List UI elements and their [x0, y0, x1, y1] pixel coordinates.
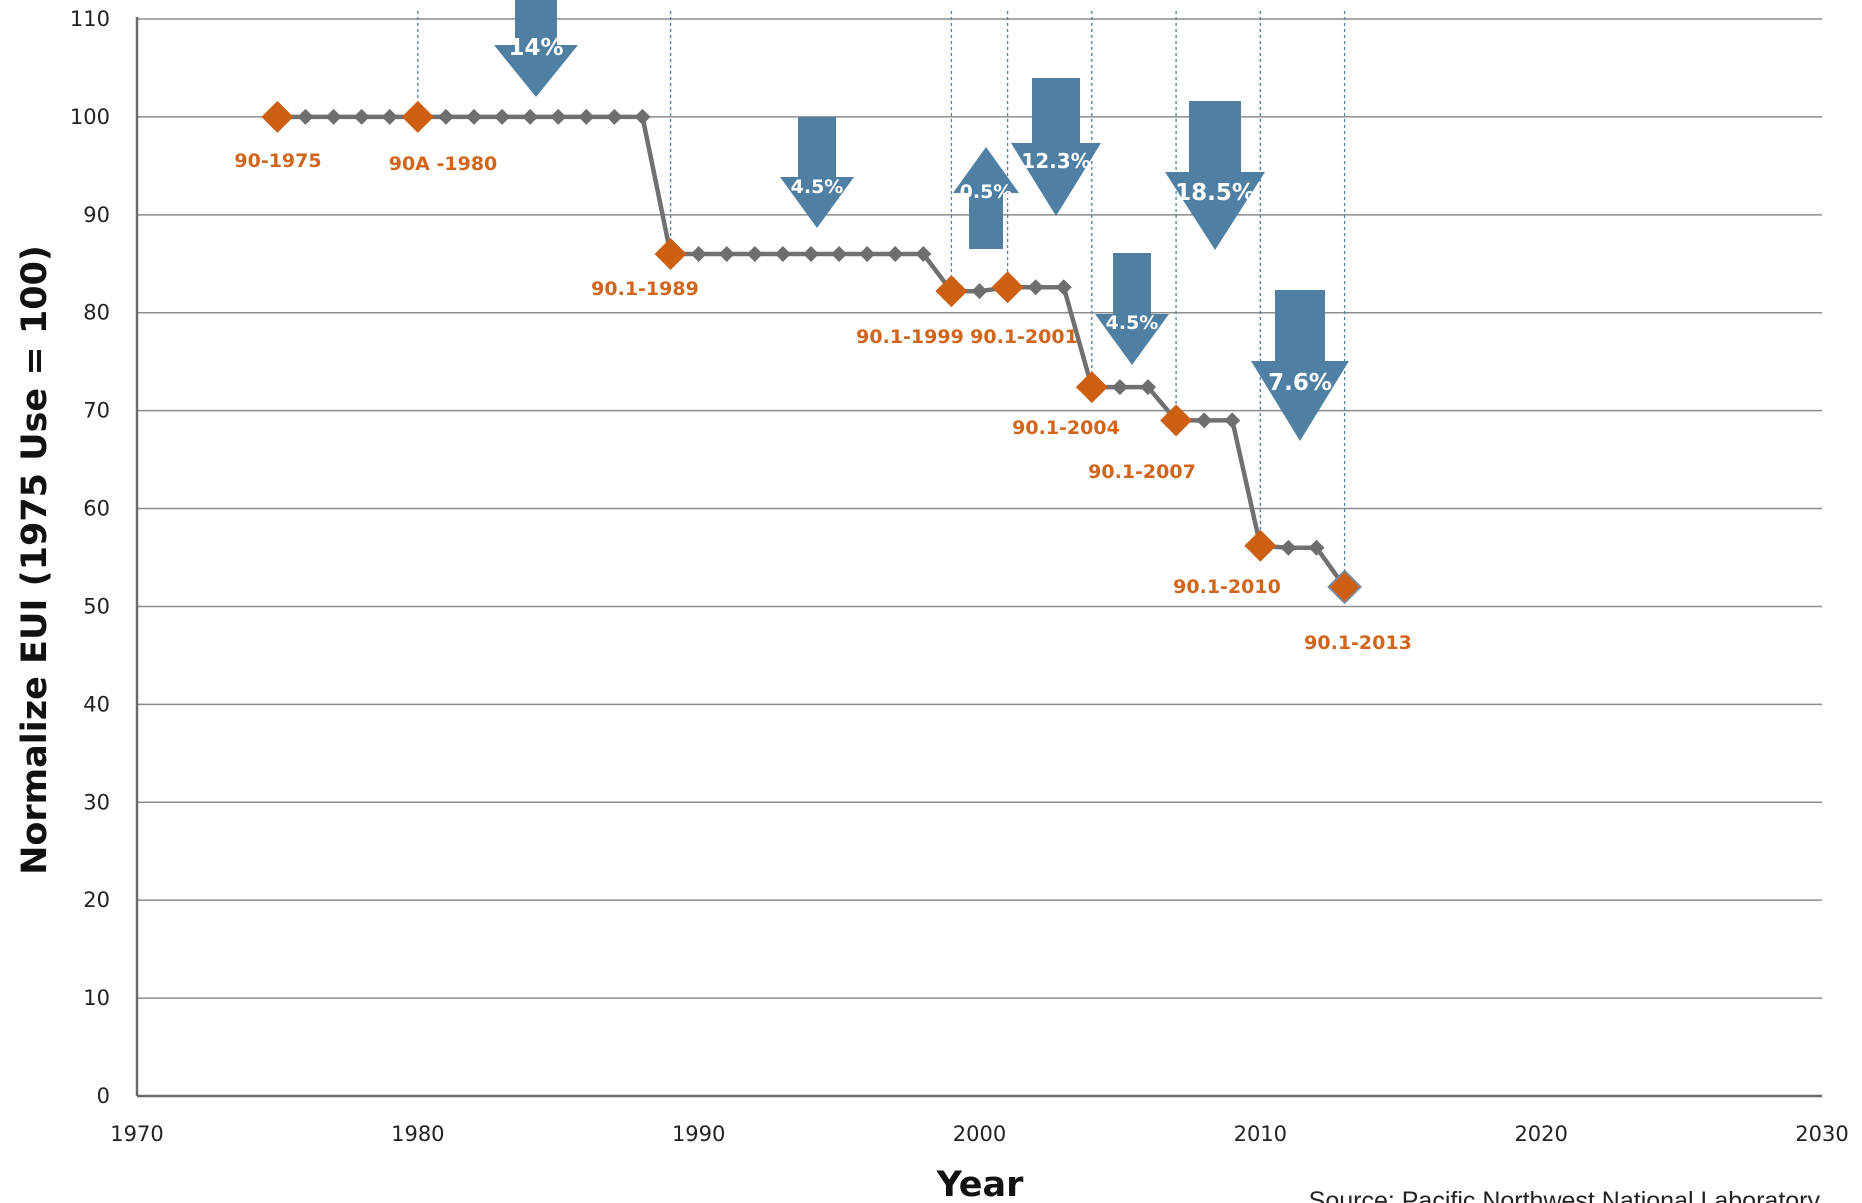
standard-label: 90.1-2001 — [970, 326, 1078, 348]
change-arrow — [1095, 253, 1169, 365]
data-point — [1111, 379, 1128, 396]
change-arrow — [1011, 78, 1101, 216]
y-axis-title: Normalize EUI (1975 Use = 100) — [15, 245, 55, 875]
standard-guide-lines — [417, 11, 1346, 587]
standard-labels: 90-1975 90A -1980 90.1-1989 90.1-1999 90.1-2… — [234, 150, 1411, 654]
data-point — [774, 245, 791, 262]
data-point — [1280, 539, 1297, 556]
data-point — [466, 108, 482, 125]
change-arrow-label: 7.6% — [1268, 370, 1332, 396]
y-tick-label: 50 — [83, 594, 110, 618]
data-point — [1224, 412, 1241, 429]
y-tick-label: 80 — [83, 301, 110, 325]
change-arrow — [494, 0, 578, 97]
change-arrow-label: 18.5% — [1175, 180, 1255, 206]
standard-point — [1075, 371, 1108, 404]
standard-label: 90.1-2010 — [1173, 576, 1281, 598]
x-tick-label: 2030 — [1795, 1122, 1848, 1146]
change-arrow-label: 0.5% — [960, 181, 1013, 203]
standard-label: 90-1975 — [234, 150, 321, 172]
data-point — [634, 108, 651, 125]
x-tick-labels: 1970 1980 1990 2000 2010 2020 2030 — [110, 1122, 1848, 1146]
data-point — [690, 245, 707, 262]
source-note: Source: Pacific Northwest National Labor… — [1309, 1187, 1821, 1203]
data-point — [1055, 279, 1072, 296]
y-tick-labels: 0 10 20 30 40 50 60 70 80 90 100 110 — [70, 7, 110, 1108]
y-tick-label: 20 — [83, 888, 110, 912]
change-arrow-label: 14% — [508, 35, 563, 61]
standard-point — [654, 237, 687, 270]
data-point — [381, 108, 398, 125]
x-tick-label: 2020 — [1514, 1122, 1567, 1146]
standard-point — [1160, 404, 1193, 437]
data-point — [803, 245, 819, 262]
data-point — [1027, 279, 1044, 296]
data-point — [831, 245, 848, 262]
standard-label: 90.1-1999 — [856, 326, 964, 348]
standard-label: 90.1-2013 — [1304, 632, 1412, 654]
change-arrow-label: 4.5% — [1106, 312, 1159, 334]
change-arrow — [953, 147, 1019, 249]
change-arrow-label: 12.3% — [1021, 149, 1090, 173]
y-tick-label: 30 — [83, 790, 110, 814]
y-tick-label: 110 — [70, 7, 110, 31]
data-point — [1308, 539, 1325, 556]
data-point — [606, 108, 623, 125]
data-point — [522, 108, 539, 125]
data-point — [746, 245, 763, 262]
standard-label: 90.1-2004 — [1012, 417, 1120, 439]
data-point — [325, 108, 342, 125]
y-tick-label: 100 — [70, 105, 110, 129]
data-point — [353, 108, 370, 125]
y-tick-label: 90 — [83, 203, 110, 227]
data-point — [578, 108, 595, 125]
x-tick-label: 2010 — [1234, 1122, 1287, 1146]
x-tick-label: 1970 — [110, 1122, 163, 1146]
y-tick-label: 0 — [97, 1084, 110, 1108]
data-point — [297, 108, 314, 125]
standard-label: 90.1-2007 — [1088, 461, 1196, 483]
data-point — [494, 108, 511, 125]
data-point — [1196, 412, 1213, 429]
change-arrow — [1165, 101, 1265, 250]
standard-label: 90.1-1989 — [591, 278, 699, 300]
y-tick-label: 60 — [83, 497, 110, 521]
standard-point — [935, 275, 968, 308]
y-tick-label: 40 — [83, 692, 110, 716]
data-point — [971, 283, 988, 300]
change-arrow-label: 4.5% — [791, 176, 844, 198]
data-point — [887, 245, 904, 262]
data-point — [550, 108, 567, 125]
data-point — [437, 108, 454, 125]
standard-point — [401, 100, 434, 133]
y-tick-label: 70 — [83, 399, 110, 423]
standard-point — [1327, 569, 1362, 605]
change-arrow — [780, 117, 854, 228]
change-arrow — [1251, 290, 1349, 441]
data-point — [718, 245, 735, 262]
x-tick-label: 1990 — [672, 1122, 725, 1146]
x-tick-label: 2000 — [953, 1122, 1006, 1146]
x-tick-label: 1980 — [391, 1122, 444, 1146]
data-point — [859, 245, 876, 262]
y-tick-label: 10 — [83, 986, 110, 1010]
change-arrows: 14% 4.5% 0.5% 12.3% 4.5% 18.5% 7.6% — [494, 0, 1349, 441]
data-point — [915, 245, 932, 262]
standard-label: 90A -1980 — [389, 153, 498, 175]
data-point — [1140, 379, 1156, 396]
series-line — [261, 100, 1362, 605]
standard-point — [1244, 529, 1277, 562]
standard-point — [991, 271, 1024, 304]
standard-point — [261, 100, 294, 133]
x-axis-title: Year — [936, 1165, 1024, 1203]
axes — [135, 17, 1822, 1098]
